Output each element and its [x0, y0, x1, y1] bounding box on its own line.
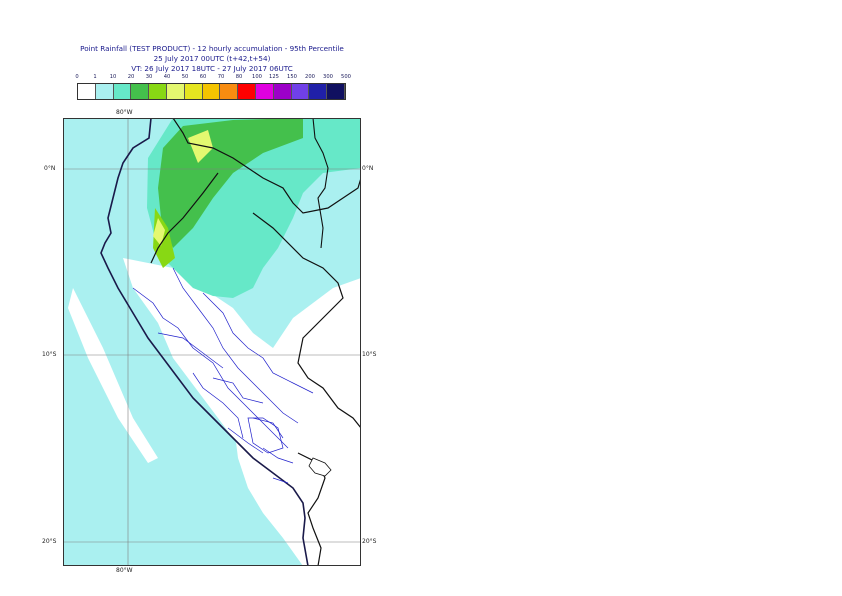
border-colombia — [172, 118, 361, 214]
legend-swatch — [95, 84, 114, 99]
regional-boundary — [247, 417, 284, 454]
legend-label: 50 — [181, 74, 189, 80]
lat-label-left: 10°S — [42, 351, 57, 358]
legend-swatch — [78, 84, 96, 99]
legend-swatch — [291, 84, 310, 99]
rain-field-peak — [153, 218, 165, 246]
lat-label-right: 20°S — [362, 538, 377, 545]
legend-label: 125 — [269, 74, 279, 80]
legend-swatch — [255, 84, 274, 99]
legend-label: 70 — [217, 74, 225, 80]
legend-swatch — [149, 84, 167, 99]
legend-color-bar — [77, 83, 346, 100]
legend-swatch — [184, 84, 203, 99]
lat-label-left: 0°N — [44, 165, 56, 172]
legend-swatch — [131, 84, 150, 99]
rain-field-peak — [188, 130, 213, 163]
legend-label: 80 — [235, 74, 243, 80]
border-ecuador — [150, 172, 219, 264]
map-frame — [63, 118, 361, 566]
border-brazil-bolivia — [252, 212, 361, 429]
regional-boundary — [132, 287, 289, 449]
legend-swatch — [309, 84, 328, 99]
lat-label-right: 0°N — [362, 165, 374, 172]
legend-labels: 0 1 10 20 30 40 50 60 70 80 100 125 150 … — [0, 74, 842, 84]
legend-label: 10 — [109, 74, 117, 80]
lat-label-right: 10°S — [362, 351, 377, 358]
legend-label: 200 — [305, 74, 315, 80]
rainfall-map — [63, 118, 361, 566]
coastline — [100, 118, 309, 566]
legend-swatch — [113, 84, 132, 99]
map-subtitle-run: 25 July 2017 00UTC (t+42,t+54) — [153, 54, 271, 63]
regional-boundary — [192, 372, 289, 484]
legend-label: 300 — [323, 74, 333, 80]
lake-titicaca — [308, 457, 332, 477]
legend-label: 500 — [341, 74, 351, 80]
lon-label-bottom: 80°W — [116, 567, 133, 574]
legend-swatch — [238, 84, 256, 99]
legend-label: 100 — [252, 74, 262, 80]
regional-boundary — [202, 292, 314, 394]
legend-label: 40 — [163, 74, 171, 80]
legend-swatch — [202, 84, 221, 99]
legend-label: 0 — [75, 74, 79, 80]
legend-swatch — [166, 84, 185, 99]
legend-label: 60 — [199, 74, 207, 80]
regional-boundary — [172, 267, 299, 424]
lon-label-top: 80°W — [116, 109, 133, 116]
legend-swatch — [220, 84, 239, 99]
regional-boundary — [157, 332, 294, 464]
border-venezuela — [312, 118, 329, 249]
dry-area — [68, 288, 158, 463]
lat-label-left: 20°S — [42, 538, 57, 545]
legend-swatch — [273, 84, 292, 99]
legend-label: 1 — [93, 74, 97, 80]
legend-swatch — [327, 84, 345, 99]
map-title: Point Rainfall (TEST PRODUCT) - 12 hourl… — [80, 44, 344, 53]
legend-label: 20 — [127, 74, 135, 80]
map-subtitle-validity: VT: 26 July 2017 18UTC - 27 July 2017 06… — [131, 64, 293, 73]
legend-label: 150 — [287, 74, 297, 80]
legend-label: 30 — [145, 74, 153, 80]
